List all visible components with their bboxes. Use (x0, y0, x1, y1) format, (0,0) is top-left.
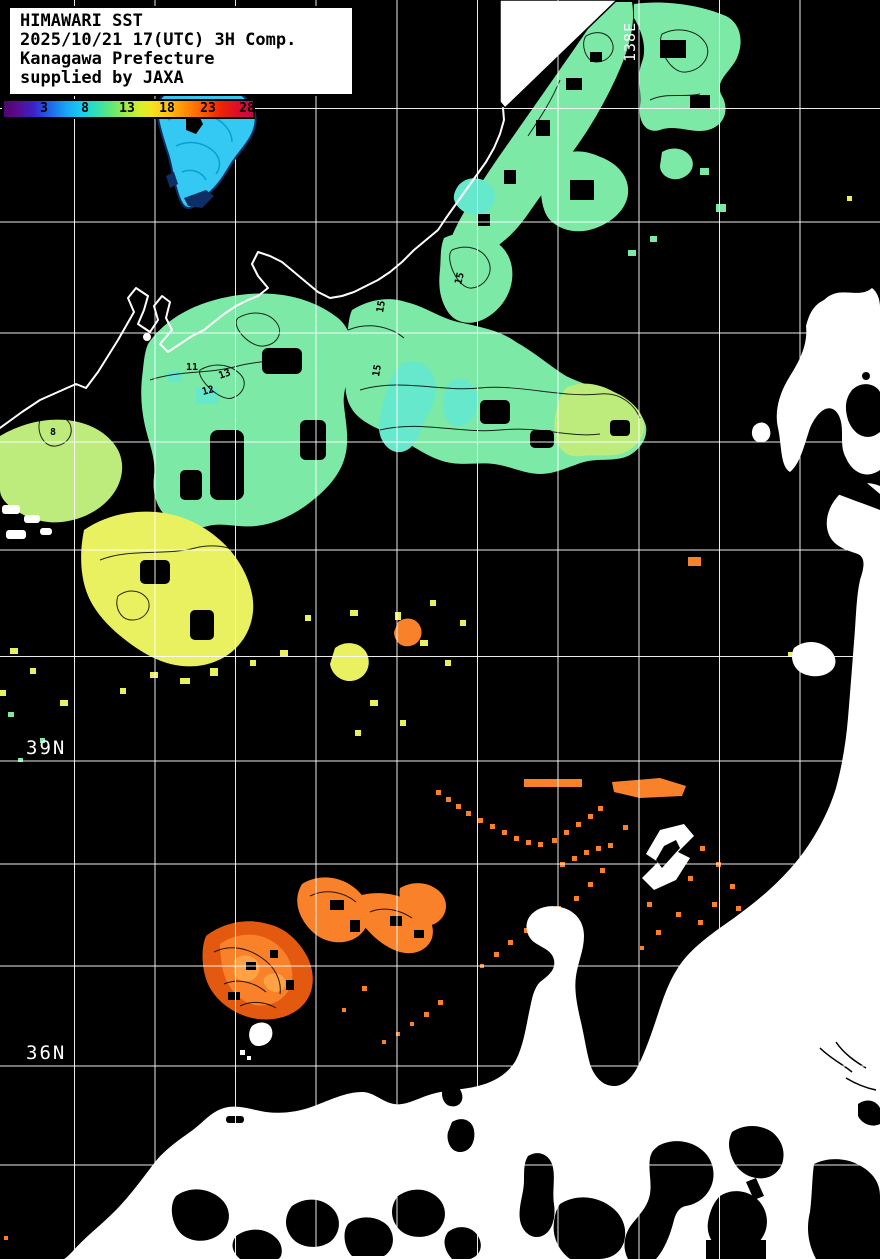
colorbar-tick: 13 (119, 101, 135, 116)
sagami-bay-south (706, 1240, 766, 1259)
product-name: HIMAWARI SST (20, 11, 143, 31)
kanto-river (845, 1077, 877, 1091)
pacific-southcoast (553, 1197, 626, 1259)
inset-shadow-2 (166, 172, 178, 188)
sst-patch-topright (634, 2, 741, 131)
oki-islands (249, 1022, 273, 1046)
lon-label-138e: 138E (621, 21, 639, 62)
contour-label: 15 (282, 359, 296, 372)
colorbar: 3 8 13 18 23 28 (2, 99, 255, 119)
warm-streak-dots (436, 790, 613, 867)
contour-label: 15 (453, 271, 467, 285)
contour-label: 15 (371, 364, 384, 378)
sst-dot (700, 168, 709, 175)
inset-shadow (184, 190, 214, 208)
wakasa-bay (447, 1119, 475, 1152)
sst-ygreen-west (0, 419, 123, 523)
kanto-river (819, 1047, 853, 1073)
lat-label-36n: 36N (26, 1042, 67, 1064)
product-title-box: HIMAWARI SST 2025/10/21 17(UTC) 3H Comp. K… (8, 6, 354, 96)
sst-orange-dash (688, 557, 701, 566)
contour-label: 15 (375, 300, 388, 314)
hokkaido-land (776, 288, 880, 475)
sst-patch-topright-2 (660, 148, 693, 180)
colorbar-tick: 8 (81, 101, 89, 116)
colorbar-tick: 23 (200, 101, 216, 116)
wakasa-cove (442, 1084, 463, 1107)
sst-dot (716, 204, 726, 212)
coast-island-dot (143, 333, 151, 341)
lake-biwa (519, 1153, 555, 1238)
colorbar-tick: 18 (159, 101, 175, 116)
colorbar-tick: 28 (239, 101, 255, 116)
seto-inland-sea (286, 1199, 339, 1247)
contour-label: 13 (217, 367, 232, 381)
seto-inland-sea (171, 1189, 229, 1241)
seto-inland-sea (444, 1227, 481, 1259)
seto-inland-sea (344, 1217, 393, 1256)
sst-yellow-blob-small (330, 643, 369, 682)
coast-notch-right-edge (858, 1100, 880, 1126)
sst-cyan-fleck (168, 372, 182, 382)
oga-peninsula (792, 642, 836, 677)
contour-label: 12 (125, 348, 139, 363)
contour-label-group: 12 11 13 12 15 15 15 15 8 (50, 271, 467, 438)
pacific-east-of-izu (808, 1159, 880, 1259)
coast-fragments (2, 505, 52, 539)
seto-inland-sea (232, 1229, 282, 1259)
sagami-bay (707, 1191, 767, 1254)
ise-bay (624, 1141, 714, 1259)
sst-yellow-dot-right (847, 196, 852, 201)
colorbar-tick: 3 (40, 101, 48, 116)
inset-black-patch (186, 114, 203, 134)
sst-teal-patch (453, 178, 495, 215)
sst-patch-gulf-2 (439, 233, 513, 323)
sst-cyan-fleck (196, 388, 218, 404)
sst-contours (38, 29, 709, 621)
sst-orange-spot (394, 618, 422, 647)
product-credit: supplied by JAXA (20, 68, 184, 88)
sst-yellow-mass (81, 511, 254, 667)
sst-green-speckles-left (8, 712, 45, 762)
sst-west-mass (141, 293, 353, 528)
lat-label-39n: 39N (26, 737, 67, 759)
product-datetime: 2025/10/21 17(UTC) 3H Comp. (20, 30, 297, 50)
tokyo-bay-outlet (746, 1178, 764, 1200)
sst-ygreen-arm-end (554, 383, 645, 457)
oki-islet (240, 1050, 245, 1055)
colorbar-gradient (4, 101, 253, 117)
contour-label: 11 (186, 362, 198, 373)
sst-teal-core (378, 361, 436, 453)
sado-inner (656, 840, 680, 868)
contour-label: 8 (50, 427, 56, 438)
funka-bay (845, 384, 880, 437)
okushiri-island (751, 422, 771, 443)
product-region: Kanagawa Prefecture (20, 49, 215, 69)
sst-teal-core-2 (443, 379, 478, 427)
honshu-bays-lakes (171, 1041, 880, 1259)
honshu-land (64, 483, 880, 1259)
sst-dot (650, 236, 657, 242)
sst-dot (628, 250, 636, 256)
seto-inland-sea (392, 1189, 445, 1237)
tsugaru-strait (786, 452, 880, 510)
hokkaido-lake (862, 372, 870, 380)
contour-label: 12 (201, 384, 215, 398)
oki-islet (247, 1056, 251, 1060)
